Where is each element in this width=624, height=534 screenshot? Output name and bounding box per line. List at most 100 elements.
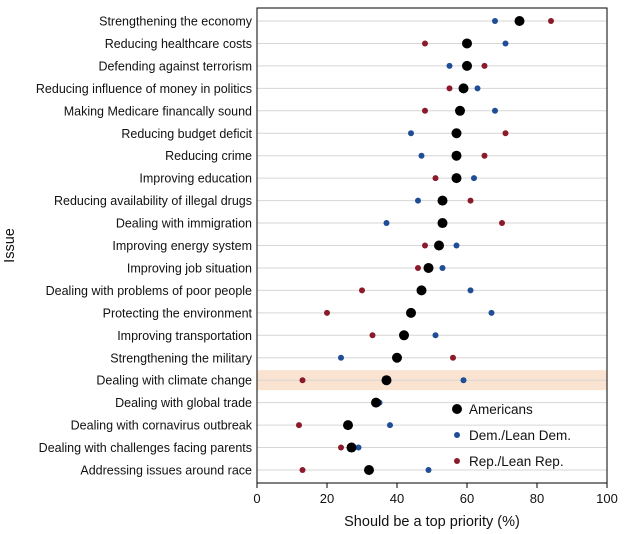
data-point bbox=[499, 220, 505, 227]
data-point bbox=[418, 152, 425, 159]
data-point bbox=[450, 354, 456, 361]
category-label: Strengthening the economy bbox=[99, 15, 253, 29]
data-point bbox=[406, 307, 416, 318]
data-point bbox=[451, 128, 462, 139]
category-label: Dealing with challenges facing parents bbox=[39, 441, 252, 455]
data-point bbox=[338, 354, 344, 361]
data-point bbox=[371, 397, 381, 408]
category-label: Dealing with immigration bbox=[116, 217, 252, 231]
data-point bbox=[324, 309, 330, 316]
x-axis-title: Should be a top priority (%) bbox=[344, 514, 520, 530]
category-labels: Strengthening the economy Reducing health… bbox=[36, 15, 253, 478]
data-point bbox=[460, 377, 467, 384]
data-point bbox=[481, 62, 488, 69]
data-point bbox=[458, 83, 469, 94]
data-point bbox=[364, 465, 374, 475]
data-point bbox=[502, 40, 509, 47]
data-point bbox=[392, 352, 402, 363]
data-point bbox=[415, 264, 421, 271]
category-label: Strengthening the military bbox=[110, 351, 252, 365]
category-label: Protecting the environment bbox=[103, 306, 253, 320]
data-point bbox=[492, 107, 498, 114]
category-label: Reducing availability of illegal drugs bbox=[54, 194, 252, 208]
data-point bbox=[467, 197, 474, 204]
category-label: Making Medicare financally sound bbox=[64, 104, 252, 118]
data-point bbox=[446, 62, 453, 69]
data-point bbox=[455, 105, 465, 116]
data-point bbox=[471, 175, 477, 182]
category-label: Improving education bbox=[139, 172, 252, 186]
data-point bbox=[369, 332, 376, 339]
data-point bbox=[451, 173, 462, 184]
data-point bbox=[446, 85, 453, 92]
x-axis-ticks: 0 20 40 60 80 100 bbox=[253, 483, 618, 506]
legend-marker bbox=[452, 404, 462, 414]
category-label: Addressing issues around race bbox=[80, 464, 252, 478]
data-point bbox=[408, 130, 414, 137]
data-point bbox=[422, 242, 428, 249]
data-point bbox=[415, 197, 421, 204]
category-label: Reducing crime bbox=[165, 149, 252, 163]
category-label: Improving job situation bbox=[127, 261, 252, 275]
data-point bbox=[492, 18, 498, 24]
category-label: Improving energy system bbox=[112, 239, 252, 253]
data-point bbox=[299, 467, 306, 473]
data-point bbox=[548, 18, 554, 24]
x-tick-label: 80 bbox=[530, 491, 544, 506]
data-point bbox=[439, 264, 446, 271]
data-point bbox=[453, 242, 460, 249]
data-point bbox=[423, 262, 434, 273]
x-tick-label: 60 bbox=[460, 491, 474, 506]
y-axis-title: Issue bbox=[2, 228, 18, 263]
data-point bbox=[432, 175, 439, 182]
data-point bbox=[502, 130, 509, 137]
data-point bbox=[481, 152, 488, 159]
data-point bbox=[346, 442, 357, 453]
category-label: Dealing with cornavirus outbreak bbox=[71, 419, 253, 433]
data-point bbox=[462, 60, 472, 71]
data-point bbox=[437, 195, 448, 206]
x-tick-label: 100 bbox=[596, 491, 618, 506]
data-point bbox=[399, 330, 409, 341]
data-point bbox=[296, 422, 302, 429]
data-points bbox=[296, 16, 554, 475]
category-label: Defending against terrorism bbox=[98, 59, 252, 73]
data-point bbox=[514, 16, 525, 26]
legend-label: Dem./Lean Dem. bbox=[469, 428, 571, 443]
x-tick-label: 0 bbox=[253, 491, 260, 506]
category-label: Dealing with global trade bbox=[115, 396, 252, 410]
data-point bbox=[383, 220, 390, 227]
data-point bbox=[387, 422, 393, 429]
data-point bbox=[432, 332, 439, 339]
legend-label: Rep./Lean Rep. bbox=[469, 454, 564, 469]
data-point bbox=[462, 38, 472, 49]
data-point bbox=[359, 287, 365, 294]
data-point bbox=[437, 218, 448, 229]
data-point bbox=[434, 240, 444, 251]
data-point bbox=[451, 150, 462, 161]
category-label: Dealing with climate change bbox=[96, 374, 252, 388]
category-label: Reducing influence of money in politics bbox=[36, 82, 252, 96]
data-point bbox=[355, 444, 362, 451]
data-point bbox=[422, 40, 428, 47]
data-point bbox=[381, 375, 392, 386]
data-point bbox=[422, 107, 428, 114]
category-label: Reducing budget deficit bbox=[121, 127, 252, 141]
data-point bbox=[488, 309, 495, 316]
data-point bbox=[343, 420, 353, 431]
plot-frame bbox=[256, 7, 608, 484]
data-point bbox=[467, 287, 474, 294]
data-point bbox=[425, 467, 432, 473]
legend-marker bbox=[454, 432, 460, 438]
legend-label: Americans bbox=[469, 402, 533, 417]
data-point bbox=[338, 444, 344, 451]
data-point bbox=[299, 377, 306, 384]
category-label: Improving transportation bbox=[117, 329, 252, 343]
x-tick-label: 20 bbox=[320, 491, 334, 506]
category-label: Dealing with problems of poor people bbox=[46, 284, 252, 298]
data-point bbox=[416, 285, 427, 296]
gridlines bbox=[257, 20, 607, 471]
x-tick-label: 40 bbox=[390, 491, 404, 506]
data-point bbox=[474, 85, 481, 92]
